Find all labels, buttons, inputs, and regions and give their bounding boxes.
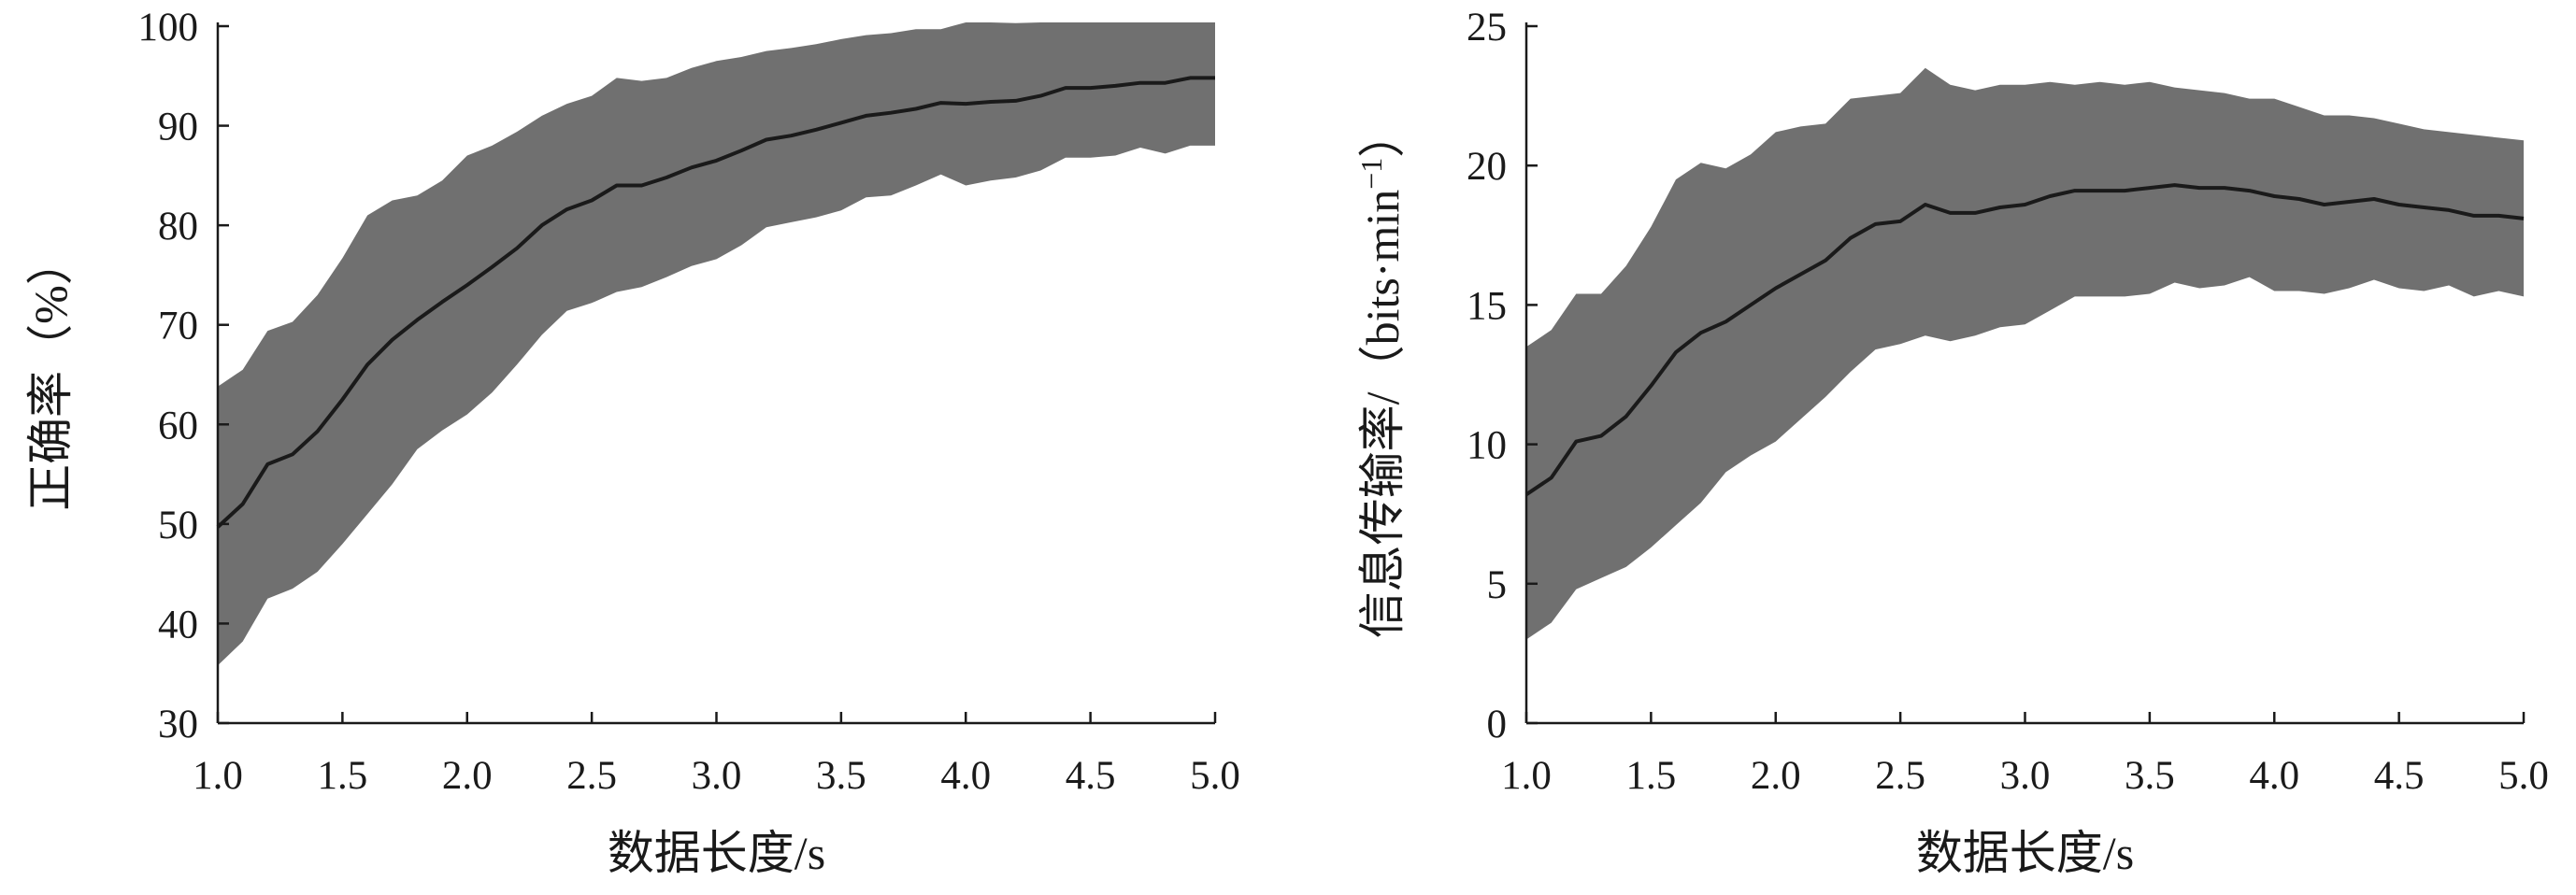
itr-y-axis-title-main: 信息传输率/（bits·min [1356, 190, 1409, 639]
itr-y-tick-label: 15 [1467, 284, 1507, 328]
accuracy-y-tick-label: 60 [158, 404, 198, 448]
accuracy-std-band [218, 22, 1215, 666]
itr-chart-panel: 1.0 1.5 2.0 2.5 3.0 3.5 4.0 4.5 5.0 0 5 10 15 20 25 数据长… [1354, 6, 2549, 879]
itr-x-tick-label: 5.0 [2498, 754, 2549, 798]
accuracy-x-tick-label: 4.0 [940, 754, 991, 798]
itr-y-axis-title-end: ） [1356, 111, 1409, 158]
accuracy-x-tick-label: 5.0 [1190, 754, 1240, 798]
itr-y-tick-label: 5 [1487, 563, 1508, 607]
itr-mean-line [1524, 183, 2525, 496]
itr-y-tick-label: 20 [1467, 145, 1507, 189]
accuracy-x-tick-label: 2.0 [442, 754, 493, 798]
accuracy-y-tick-label: 70 [158, 305, 198, 348]
accuracy-chart-panel: 1.0 1.5 2.0 2.5 3.0 3.5 4.0 4.5 5.0 30 40 50 60 70 80 9… [24, 6, 1240, 879]
accuracy-y-tick-label: 40 [158, 603, 198, 646]
itr-y-tick-label: 10 [1467, 424, 1507, 468]
accuracy-mean-line [216, 76, 1215, 529]
itr-x-tick-label: 2.5 [1875, 754, 1925, 798]
itr-x-tick-label: 2.0 [1751, 754, 1801, 798]
itr-y-tick-label: 0 [1487, 703, 1508, 746]
itr-x-tick-label: 3.5 [2125, 754, 2175, 798]
accuracy-x-tick-label: 1.5 [318, 754, 368, 798]
accuracy-x-tick-label: 1.0 [193, 754, 243, 798]
accuracy-y-axis-title: 正确率（%） [24, 238, 77, 511]
accuracy-y-axis-title-main: 正确率（%） [24, 238, 77, 511]
accuracy-y-tick-label: 80 [158, 205, 198, 249]
accuracy-x-tick-label: 3.5 [816, 754, 866, 798]
itr-y-tick-label: 25 [1467, 6, 1507, 50]
accuracy-y-tick-label: 100 [138, 6, 199, 50]
accuracy-y-tick-label: 90 [158, 106, 198, 149]
accuracy-x-axis-title: 数据长度/s [608, 827, 825, 879]
itr-x-axis-title: 数据长度/s [1916, 827, 2134, 879]
accuracy-x-tick-label: 4.5 [1066, 754, 1116, 798]
itr-x-tick-label: 1.5 [1626, 754, 1677, 798]
accuracy-y-tick-label: 30 [158, 703, 198, 746]
itr-std-band [1526, 67, 2524, 640]
accuracy-x-tick-label: 3.0 [692, 754, 742, 798]
accuracy-y-tick-label: 50 [158, 504, 198, 547]
accuracy-x-tick-label: 2.5 [566, 754, 617, 798]
itr-x-tick-label: 1.0 [1501, 754, 1552, 798]
itr-x-tick-label: 3.0 [2000, 754, 2051, 798]
itr-y-axis-title-sup: −1 [1354, 158, 1388, 190]
itr-x-tick-label: 4.0 [2249, 754, 2299, 798]
itr-x-tick-label: 4.5 [2374, 754, 2425, 798]
itr-y-axis-title: 信息传输率/（bits·min−1） [1354, 111, 1409, 639]
